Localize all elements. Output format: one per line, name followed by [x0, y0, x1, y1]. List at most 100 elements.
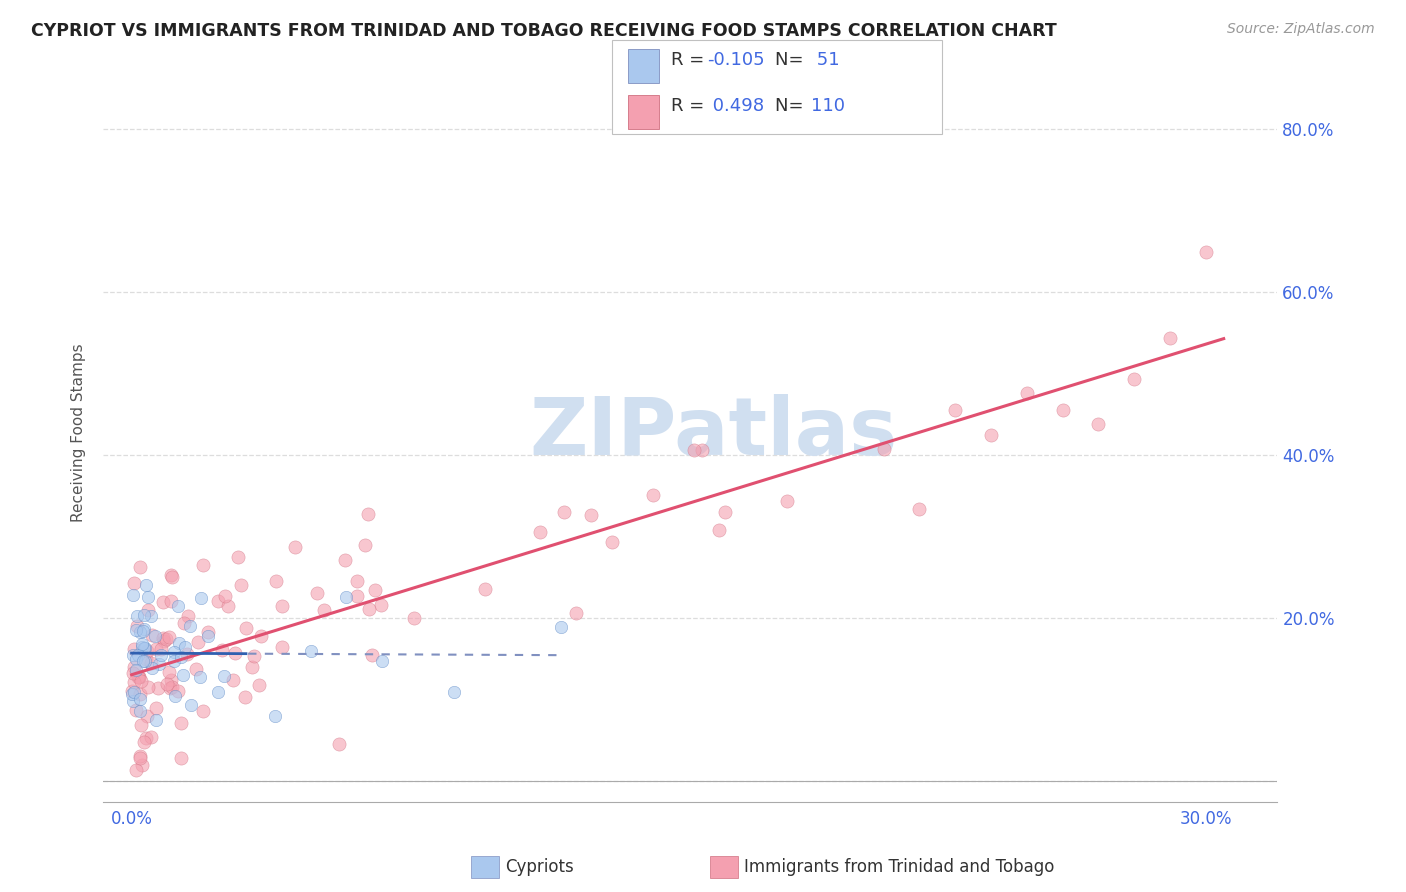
Point: [229, 578, 252, 592]
Point: [155, 677, 177, 691]
Point: [173, 615, 195, 630]
Point: [565, 606, 588, 620]
Point: [132, 622, 155, 636]
Text: ZIPatlas: ZIPatlas: [530, 394, 898, 472]
Point: [266, 574, 288, 588]
Text: 0.498: 0.498: [707, 97, 765, 115]
Point: [357, 602, 380, 616]
Text: R =: R =: [671, 97, 710, 115]
Point: [141, 730, 163, 744]
Point: [134, 734, 156, 748]
Point: [443, 685, 465, 699]
Point: [180, 698, 202, 712]
Point: [222, 673, 245, 687]
Point: [271, 640, 294, 655]
Point: [233, 690, 256, 704]
Point: [125, 763, 148, 777]
Point: [207, 594, 229, 608]
Point: [247, 678, 270, 692]
Point: [135, 731, 157, 745]
Point: [1123, 372, 1146, 386]
Point: [980, 428, 1002, 442]
Point: [143, 629, 166, 643]
Point: [270, 599, 292, 613]
Point: [188, 670, 211, 684]
Point: [163, 654, 186, 668]
Point: [155, 632, 177, 646]
Point: [145, 701, 167, 715]
Point: [131, 637, 153, 651]
Point: [357, 507, 380, 521]
Point: [776, 494, 799, 508]
Text: Cypriots: Cypriots: [505, 858, 574, 876]
Point: [314, 603, 336, 617]
Point: [136, 590, 159, 604]
Point: [1195, 244, 1218, 259]
Point: [370, 598, 392, 612]
Point: [132, 654, 155, 668]
Point: [124, 663, 146, 677]
Point: [207, 685, 229, 699]
Text: 110: 110: [811, 97, 845, 115]
Point: [141, 661, 163, 675]
Point: [943, 402, 966, 417]
Point: [346, 574, 368, 589]
Point: [159, 567, 181, 582]
Point: [129, 673, 152, 688]
Point: [131, 758, 153, 772]
Point: [129, 718, 152, 732]
Point: [127, 619, 149, 633]
Point: [284, 540, 307, 554]
Point: [135, 652, 157, 666]
Point: [160, 673, 183, 688]
Point: [127, 608, 149, 623]
Point: [136, 644, 159, 658]
Point: [129, 748, 152, 763]
Point: [184, 662, 207, 676]
Point: [364, 582, 387, 597]
Point: [1052, 402, 1074, 417]
Point: [159, 630, 181, 644]
Point: [529, 525, 551, 540]
Point: [263, 708, 285, 723]
Point: [124, 660, 146, 674]
Point: [127, 648, 149, 662]
Point: [169, 751, 191, 765]
Point: [166, 599, 188, 613]
Point: [214, 669, 236, 683]
Point: [129, 624, 152, 639]
Point: [211, 643, 233, 657]
Point: [124, 703, 146, 717]
Point: [132, 624, 155, 639]
Point: [371, 654, 394, 668]
Point: [176, 648, 198, 662]
Text: CYPRIOT VS IMMIGRANTS FROM TRINIDAD AND TOBAGO RECEIVING FOOD STAMPS CORRELATION: CYPRIOT VS IMMIGRANTS FROM TRINIDAD AND …: [31, 22, 1057, 40]
Point: [224, 646, 246, 660]
Point: [553, 505, 575, 519]
Point: [129, 751, 152, 765]
Point: [141, 609, 163, 624]
Point: [228, 550, 250, 565]
Point: [128, 670, 150, 684]
Point: [128, 691, 150, 706]
Point: [122, 675, 145, 690]
Point: [129, 687, 152, 701]
Point: [709, 524, 731, 538]
Text: Immigrants from Trinidad and Tobago: Immigrants from Trinidad and Tobago: [744, 858, 1054, 876]
Text: Source: ZipAtlas.com: Source: ZipAtlas.com: [1227, 22, 1375, 37]
Point: [217, 599, 239, 613]
Point: [132, 640, 155, 655]
Text: N=: N=: [775, 51, 808, 69]
Point: [335, 553, 357, 567]
Y-axis label: Receiving Food Stamps: Receiving Food Stamps: [72, 343, 86, 522]
Point: [335, 590, 357, 604]
Point: [170, 715, 193, 730]
Point: [682, 442, 704, 457]
Point: [160, 680, 183, 694]
Point: [641, 488, 664, 502]
Point: [214, 590, 236, 604]
Text: N=: N=: [775, 97, 808, 115]
Point: [713, 505, 735, 519]
Point: [159, 594, 181, 608]
Text: -0.105: -0.105: [707, 51, 765, 69]
